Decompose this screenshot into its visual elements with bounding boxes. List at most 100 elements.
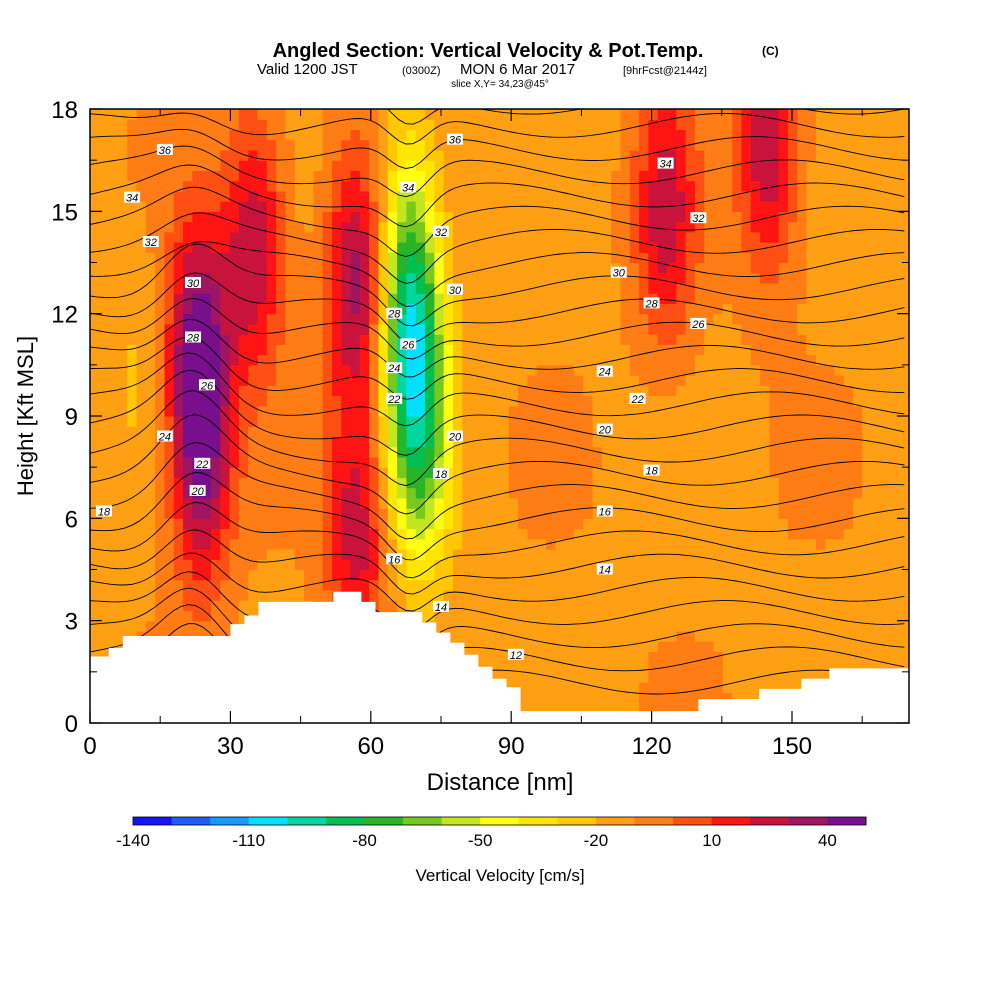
field-cell bbox=[657, 282, 668, 294]
field-cell bbox=[136, 456, 147, 468]
field-cell bbox=[145, 334, 156, 345]
field-cell bbox=[639, 641, 650, 652]
field-cell bbox=[788, 416, 798, 427]
field-cell bbox=[462, 395, 473, 407]
field-cell bbox=[760, 231, 770, 243]
field-cell bbox=[881, 630, 891, 642]
field-cell bbox=[313, 549, 324, 560]
field-cell bbox=[704, 456, 715, 468]
field-cell bbox=[462, 416, 473, 427]
field-cell bbox=[806, 487, 817, 499]
field-cell bbox=[145, 620, 156, 632]
field-cell bbox=[313, 589, 324, 601]
field-cell bbox=[592, 549, 603, 560]
field-cell bbox=[387, 579, 398, 591]
field-cell bbox=[806, 405, 817, 417]
field-cell bbox=[136, 364, 147, 376]
field-cell bbox=[732, 508, 743, 519]
field-cell bbox=[527, 589, 538, 601]
field-cell bbox=[890, 282, 901, 294]
field-cell bbox=[750, 477, 761, 489]
field-cell bbox=[788, 610, 798, 622]
valid-timezone: (0300Z) bbox=[402, 65, 441, 77]
field-cell bbox=[825, 385, 836, 397]
field-cell bbox=[276, 334, 287, 345]
field-cell bbox=[508, 416, 519, 427]
field-cell bbox=[183, 446, 193, 458]
field-cell bbox=[899, 436, 909, 448]
field-cell bbox=[722, 559, 733, 571]
field-cell bbox=[387, 272, 398, 284]
field-cell bbox=[620, 272, 631, 284]
field-cell bbox=[555, 600, 566, 612]
field-cell bbox=[685, 149, 696, 161]
field-cell bbox=[639, 272, 650, 284]
field-cell bbox=[676, 702, 687, 714]
field-cell bbox=[183, 610, 193, 622]
field-cell bbox=[220, 538, 231, 550]
field-cell bbox=[788, 160, 798, 171]
field-cell bbox=[555, 579, 566, 591]
field-cell bbox=[108, 139, 119, 151]
field-cell bbox=[276, 589, 287, 601]
field-cell bbox=[620, 221, 631, 233]
field-cell bbox=[462, 436, 473, 448]
field-cell bbox=[471, 201, 482, 212]
field-cell bbox=[667, 467, 677, 478]
field-cell bbox=[229, 456, 240, 468]
field-cell bbox=[164, 201, 175, 212]
field-cell bbox=[713, 190, 724, 202]
field-cell bbox=[434, 272, 445, 284]
field-cell bbox=[285, 139, 296, 151]
field-cell bbox=[238, 334, 249, 345]
field-cell bbox=[788, 641, 798, 652]
field-cell bbox=[853, 579, 864, 591]
field-cell bbox=[117, 620, 128, 632]
field-cell bbox=[322, 190, 333, 202]
field-cell bbox=[406, 579, 417, 591]
field-cell bbox=[760, 456, 770, 468]
field-cell bbox=[369, 201, 380, 212]
field-cell bbox=[788, 334, 798, 345]
field-cell bbox=[648, 477, 659, 489]
field-cell bbox=[518, 385, 529, 397]
field-cell bbox=[862, 211, 873, 223]
field-cell bbox=[601, 405, 612, 417]
field-cell bbox=[760, 395, 770, 407]
field-cell bbox=[760, 262, 770, 274]
field-cell bbox=[369, 426, 380, 438]
field-cell bbox=[304, 272, 314, 284]
field-cell bbox=[248, 201, 259, 212]
field-cell bbox=[825, 477, 836, 489]
field-cell bbox=[108, 641, 119, 652]
field-cell bbox=[583, 395, 594, 407]
field-cell bbox=[369, 149, 380, 161]
field-cell bbox=[750, 231, 761, 243]
field-cell bbox=[527, 508, 538, 519]
field-cell bbox=[443, 211, 454, 223]
field-cell bbox=[741, 518, 752, 530]
field-cell bbox=[583, 201, 594, 212]
field-cell bbox=[601, 160, 612, 171]
field-cell bbox=[862, 282, 873, 294]
field-cell bbox=[611, 395, 622, 407]
field-cell bbox=[331, 160, 342, 171]
field-cell bbox=[136, 303, 147, 315]
field-cell bbox=[471, 497, 482, 509]
field-cell bbox=[694, 456, 705, 468]
field-cell bbox=[806, 446, 817, 458]
field-cell bbox=[183, 201, 193, 212]
field-cell bbox=[620, 211, 631, 223]
field-cell bbox=[694, 262, 705, 274]
field-cell bbox=[722, 262, 733, 274]
field-cell bbox=[676, 149, 687, 161]
field-cell bbox=[508, 538, 519, 550]
field-cell bbox=[331, 436, 342, 448]
field-cell bbox=[108, 538, 119, 550]
field-cell bbox=[276, 211, 287, 223]
field-cell bbox=[573, 252, 584, 264]
field-cell bbox=[480, 211, 491, 223]
field-cell bbox=[564, 313, 575, 325]
field-cell bbox=[648, 610, 659, 622]
field-cell bbox=[527, 375, 538, 386]
